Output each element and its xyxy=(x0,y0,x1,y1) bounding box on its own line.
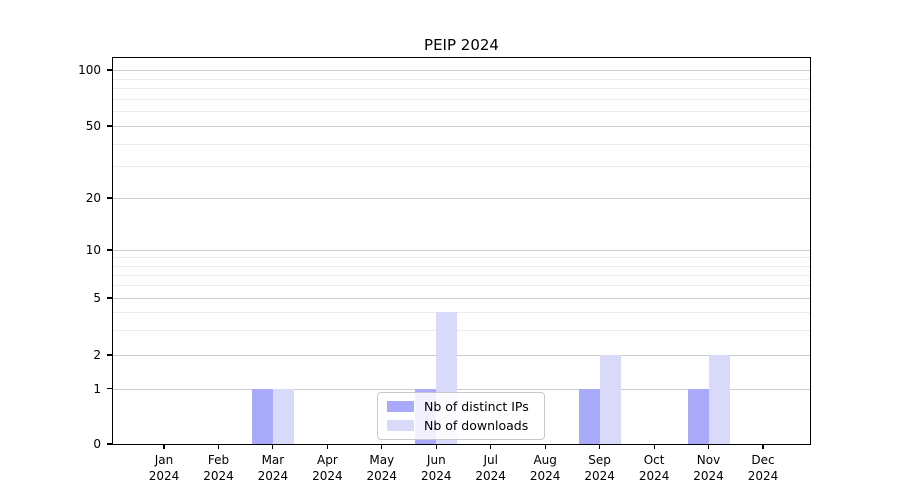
y-gridline-minor xyxy=(113,265,810,267)
y-gridline-minor xyxy=(113,88,810,89)
x-tick-label: Feb 2024 xyxy=(189,452,249,484)
legend-item-downloads: Nb of downloads xyxy=(387,419,536,432)
y-gridline-major xyxy=(113,298,810,299)
y-gridline-minor xyxy=(113,98,810,100)
bar-distinct-ips xyxy=(687,388,709,444)
y-gridline-major xyxy=(113,198,810,199)
x-tick-month: Jul xyxy=(483,453,498,467)
plot-area: Nb of distinct IPs Nb of downloads xyxy=(112,57,811,445)
bar-distinct-ips xyxy=(251,388,273,444)
x-tick-label: Apr 2024 xyxy=(297,452,357,484)
x-tick-year: 2024 xyxy=(312,469,343,483)
bar-downloads xyxy=(272,388,294,444)
y-gridline-major xyxy=(113,355,810,356)
legend-label-distinct-ips: Nb of distinct IPs xyxy=(424,399,529,414)
y-tick-label: 100 xyxy=(78,63,101,77)
x-tick-label: Dec 2024 xyxy=(733,452,793,484)
x-tick-label: Oct 2024 xyxy=(624,452,684,484)
x-tick-year: 2024 xyxy=(421,469,452,483)
x-tick-label: Mar 2024 xyxy=(243,452,303,484)
y-gridline-minor xyxy=(113,111,810,113)
chart-title: PEIP 2024 xyxy=(424,36,499,54)
y-gridline-major xyxy=(113,70,810,71)
x-tick-month: Jan xyxy=(154,453,174,467)
y-tick-label: 2 xyxy=(93,348,101,362)
x-tick-label: Jan 2024 xyxy=(134,452,194,484)
x-tick-label: May 2024 xyxy=(352,452,412,484)
x-tick-label: Sep 2024 xyxy=(570,452,630,484)
x-tick-month: Feb xyxy=(207,453,230,467)
y-tick-label: 0 xyxy=(93,437,101,451)
x-tick-year: 2024 xyxy=(475,469,506,483)
y-tick-label: 10 xyxy=(85,243,101,257)
legend-swatch-distinct-ips-icon xyxy=(387,401,414,412)
legend-swatch-downloads-icon xyxy=(387,420,414,431)
x-tick-label: Aug 2024 xyxy=(515,452,575,484)
x-tick-label: Jul 2024 xyxy=(461,452,521,484)
x-tick-year: 2024 xyxy=(529,469,561,483)
y-tick-label: 50 xyxy=(85,119,101,133)
x-tick-year: 2024 xyxy=(584,469,615,483)
x-tick-month: May xyxy=(369,453,395,467)
y-gridline-minor xyxy=(113,166,810,168)
x-tick-month: Jun xyxy=(426,453,446,467)
x-tick-month: Oct xyxy=(643,453,665,467)
x-tick-year: 2024 xyxy=(148,469,180,483)
x-tick-year: 2024 xyxy=(638,469,670,483)
y-gridline-minor xyxy=(113,78,810,80)
x-tick-year: 2024 xyxy=(693,469,724,483)
x-tick-month: Dec xyxy=(751,453,775,467)
y-gridline-minor xyxy=(113,311,810,313)
x-tick-label: Jun 2024 xyxy=(406,452,466,484)
y-tick-label: 5 xyxy=(93,291,101,305)
bar-downloads xyxy=(599,355,621,444)
x-tick-year: 2024 xyxy=(747,469,779,483)
x-tick-year: 2024 xyxy=(257,469,289,483)
x-tick-month: Sep xyxy=(588,453,611,467)
y-tick-label: 1 xyxy=(93,381,101,396)
y-gridline-minor xyxy=(113,285,810,287)
y-tick-label: 20 xyxy=(85,191,101,205)
y-gridline-minor xyxy=(113,257,810,259)
x-tick-year: 2024 xyxy=(203,469,234,483)
x-tick-month: Nov xyxy=(696,453,721,467)
x-tick-month: Aug xyxy=(533,453,557,467)
y-gridline-major xyxy=(113,126,810,127)
y-gridline-minor xyxy=(113,274,810,276)
y-gridline-major xyxy=(113,388,810,390)
legend: Nb of distinct IPs Nb of downloads xyxy=(377,392,545,440)
x-tick-year: 2024 xyxy=(366,469,398,483)
legend-item-distinct-ips: Nb of distinct IPs xyxy=(387,400,536,413)
bar-downloads xyxy=(708,355,730,444)
y-gridline-major xyxy=(113,250,810,251)
y-gridline-minor xyxy=(113,143,810,145)
x-tick-label: Nov 2024 xyxy=(679,452,739,484)
x-tick-month: Apr xyxy=(317,453,338,467)
legend-label-downloads: Nb of downloads xyxy=(424,418,529,433)
y-gridline-minor xyxy=(113,329,810,331)
x-tick-month: Mar xyxy=(261,453,285,467)
bar-distinct-ips xyxy=(578,388,600,444)
